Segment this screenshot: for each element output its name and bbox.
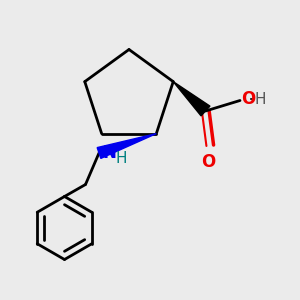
Text: H: H	[116, 151, 127, 166]
Text: N: N	[103, 144, 116, 162]
Text: O: O	[242, 90, 256, 108]
Polygon shape	[173, 82, 210, 116]
Text: O: O	[201, 153, 216, 171]
Polygon shape	[97, 134, 156, 158]
Text: H: H	[254, 92, 266, 106]
